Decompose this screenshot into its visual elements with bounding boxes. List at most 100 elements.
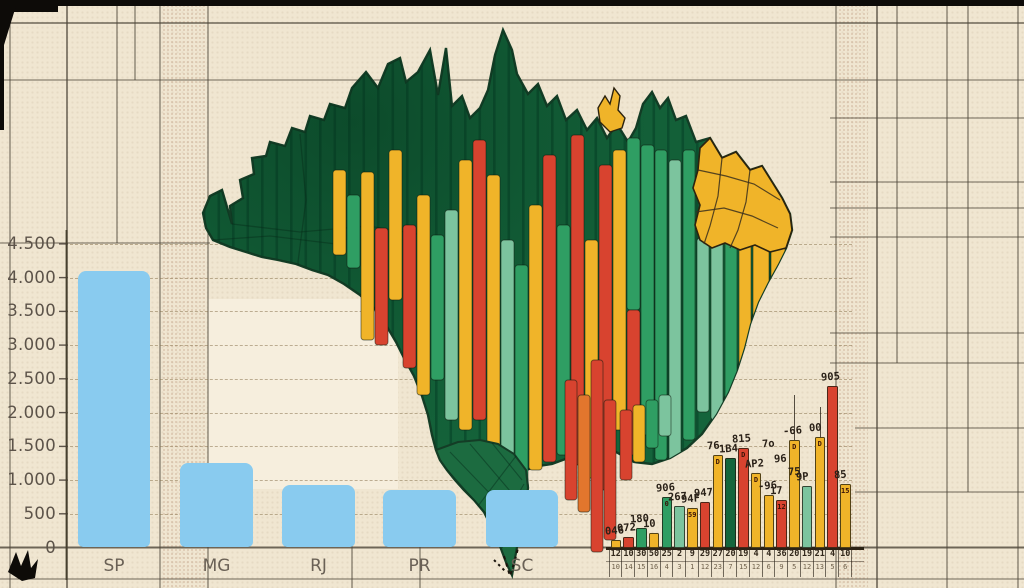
bar-mg [180, 463, 253, 548]
mini-bar-mark: 12 [777, 503, 786, 511]
mini-tick-label-row1: 9 [689, 549, 695, 559]
mini-bar-mark: 15 [841, 487, 850, 495]
mini-tick-separator [697, 548, 699, 577]
mini-tick-separator [838, 548, 839, 577]
mini-bar-11: D [738, 448, 749, 548]
mini-tick-label-row2: 23 [713, 563, 722, 571]
torn-edge-top [0, 0, 1024, 6]
mini-tick-label-row2: 9 [779, 563, 784, 571]
map-stripe [360, 171, 375, 341]
mini-tick-separator [825, 548, 827, 577]
mini-tick-separator [685, 548, 686, 577]
x-axis-label-rj: RJ [310, 556, 327, 576]
mini-tick-label-row2: 12 [751, 563, 761, 571]
mini-bar-4 [648, 533, 660, 548]
map-stripe [332, 169, 347, 256]
northeast-yellow-region [597, 86, 793, 253]
map-stripe [346, 194, 361, 269]
mini-bar-8 [699, 502, 711, 548]
mini-bar-mark: 59 [688, 511, 697, 519]
mini-bar-17: D [814, 437, 825, 548]
mini-tick-separator [672, 548, 674, 577]
map-stripe [612, 149, 627, 431]
tail-tip-dashes [503, 539, 521, 580]
mini-tick-label-row2: 5 [792, 563, 797, 571]
mini-tick-label-row1: 2 [676, 549, 683, 559]
gridline-dashed [70, 513, 852, 515]
map-stripe [472, 139, 487, 421]
mini-tick-separator [608, 548, 610, 577]
x-axis-label-pr: PR [408, 556, 431, 576]
map-stripe [388, 149, 403, 301]
mini-baseline [606, 547, 864, 550]
mini-tick-label-row2: 12 [802, 563, 812, 571]
mini-bar-mark: 0 [664, 500, 669, 508]
map-stripe [619, 409, 633, 481]
mini-tick-label-row2: 6 [766, 563, 771, 571]
mini-tick-label-row2: 10 [611, 563, 620, 571]
torn-edge-left [0, 0, 4, 130]
mini-tick-label-row1: 29 [699, 549, 711, 559]
mini-tick-label-row2: 12 [700, 563, 710, 571]
map-stripe-bars-hanging [564, 359, 672, 553]
island-dashes [493, 559, 507, 573]
mini-bar-mark: D [715, 458, 720, 466]
mini-bar-mark: D [817, 440, 822, 448]
y-axis-label: 3.000 [7, 335, 56, 355]
y-axis-label: 4.500 [7, 233, 56, 253]
map-stripe [590, 359, 604, 553]
mini-tick-separator [723, 548, 725, 577]
mini-tick-separator [621, 548, 623, 577]
mini-bar-mark: D [741, 451, 746, 459]
mini-tick-label-row1: 19 [738, 549, 749, 559]
mini-tick-label-row1: 19 [801, 549, 813, 559]
mini-tick-label-row1: 36 [776, 549, 787, 559]
y-axis-label: 4.000 [7, 267, 56, 287]
mini-tick-label-row2: 1 [690, 563, 695, 571]
mini-bar-19: 15 [840, 484, 851, 548]
mini-bar-7: 59 [687, 508, 698, 548]
mini-tick-label-row2: 15 [637, 563, 646, 571]
mini-tick-label-row1: 4 [829, 549, 836, 559]
map-stripe [654, 149, 668, 461]
map-stripe [577, 394, 591, 513]
bar-pr [383, 490, 456, 548]
mini-tick-label-row1: 20 [789, 549, 800, 559]
map-stripe [458, 159, 473, 431]
mini-tick-separator [850, 548, 852, 577]
mini-bar-10 [725, 458, 736, 548]
map-stripe [374, 227, 389, 346]
map-stripe [542, 154, 557, 463]
map-stripe [416, 194, 431, 396]
map-stripe [632, 404, 646, 463]
x-axis-label-sp: SP [103, 556, 125, 576]
mini-bar-mark: D [792, 443, 797, 451]
mini-tick-separator [710, 548, 712, 577]
mini-tick-separator [761, 548, 763, 577]
mini-tick-label-row2: 15 [739, 563, 748, 571]
mini-bar-13 [763, 495, 774, 548]
mini-tick-separator [646, 548, 648, 577]
mini-tick-label-row2: 3 [677, 563, 682, 571]
mini-tick-separator [736, 548, 737, 577]
mini-bar-6 [674, 506, 685, 548]
mini-tick-label-row2: 5 [830, 563, 835, 571]
mini-bar-16 [801, 486, 813, 548]
bar-rj [282, 485, 355, 548]
mini-tick-label-row1: 25 [661, 549, 672, 559]
mini-bar-12: D [750, 473, 762, 548]
mini-tick-label-row1: 10 [840, 549, 851, 559]
mini-tick-label-row2: 13 [815, 563, 824, 571]
x-axis-label-sc: SC [510, 556, 534, 576]
mini-tick-separator [659, 548, 661, 577]
mini-tick-label-row2: 16 [649, 563, 659, 571]
x-axis-label-mg: MG [202, 556, 231, 576]
mini-bar-14: 12 [776, 500, 787, 548]
map-stripe [444, 209, 459, 421]
map-stripe [603, 399, 617, 541]
y-axis-label: 1.500 [7, 436, 56, 456]
mini-row-divider [606, 560, 864, 562]
bar-sp [78, 270, 150, 548]
